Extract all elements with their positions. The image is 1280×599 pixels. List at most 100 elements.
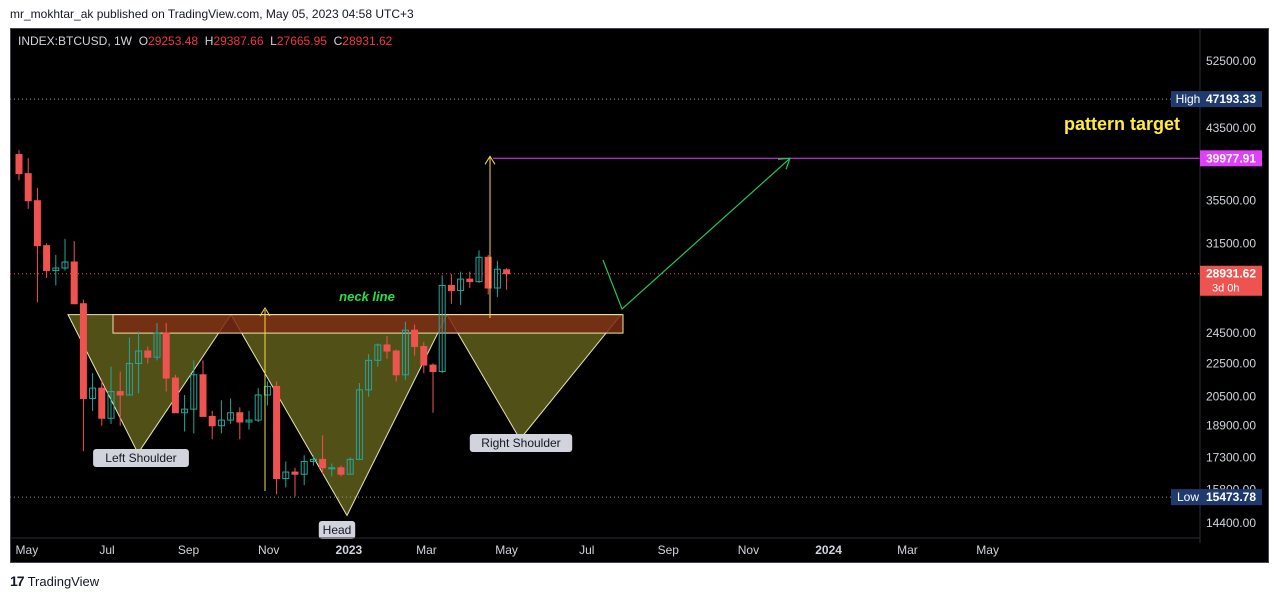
candle-body xyxy=(70,261,78,305)
right-shoulder-label: Right Shoulder xyxy=(481,436,560,450)
candle-body xyxy=(475,256,483,283)
left-measure-arrowhead xyxy=(259,307,271,317)
time-tick-label: Nov xyxy=(258,543,279,557)
time-tick-label: Sep xyxy=(178,543,200,557)
head-label: Head xyxy=(323,523,352,537)
time-tick-label: Mar xyxy=(416,543,437,557)
candle-body xyxy=(107,391,115,419)
candle-body xyxy=(503,269,511,275)
candle-body xyxy=(15,154,23,175)
candle-body xyxy=(392,350,400,376)
low-marker-tag-bg xyxy=(1171,489,1205,506)
candle-body xyxy=(438,284,446,373)
price-tick-label: 35500.00 xyxy=(1206,194,1256,208)
time-tick-label: May xyxy=(976,543,999,557)
chart-panel[interactable] xyxy=(10,28,1269,563)
price-tick-label: 52500.00 xyxy=(1206,54,1256,68)
projection-path xyxy=(602,157,791,311)
legend-low-value: 27665.95 xyxy=(276,34,327,48)
footer-brand[interactable]: TradingView xyxy=(27,573,100,589)
high-marker-value: 47193.33 xyxy=(1206,92,1256,106)
footer: 17 TradingView xyxy=(10,573,99,589)
legend-open-label: O xyxy=(138,34,149,48)
time-tick-label: 2024 xyxy=(815,543,842,557)
candle-body xyxy=(245,419,253,423)
candle-body xyxy=(411,329,419,347)
candle-body xyxy=(466,278,474,283)
legend-high-value: 29387.66 xyxy=(213,34,264,48)
candle-body xyxy=(181,408,189,414)
time-tick-label: Mar xyxy=(897,543,918,557)
candle-body xyxy=(24,173,32,202)
candle-body xyxy=(447,284,455,292)
head-label-bg xyxy=(318,521,356,539)
candles-layer xyxy=(15,150,511,497)
neck-zone xyxy=(112,314,624,334)
candle-body xyxy=(52,267,60,271)
price-tick-label: 31500.00 xyxy=(1206,236,1256,250)
time-axis: May Jul Sep Nov 2023 Mar May Jul Sep Nov 2024 Mar Ma… xyxy=(10,537,1200,557)
high-marker-tag: High xyxy=(1176,92,1201,106)
candle-body xyxy=(227,412,235,421)
price-tick-label: 14400.00 xyxy=(1206,516,1256,530)
tradingview-logo-icon[interactable]: 17 xyxy=(10,573,25,589)
target-marker-value-bg xyxy=(1200,150,1262,167)
candle-body xyxy=(190,374,198,410)
candle-body xyxy=(337,467,345,475)
time-tick-label: 2023 xyxy=(336,543,363,557)
time-tick-label: Jul xyxy=(579,543,594,557)
candle-body xyxy=(273,385,281,480)
candle-body xyxy=(493,268,501,289)
ohlc-legend: INDEX:BTCUSD, 1W O29253.48 H29387.66 L27… xyxy=(18,34,392,48)
candle-body xyxy=(420,345,428,366)
candle-body xyxy=(135,350,143,364)
last-price-marker-value: 28931.62 xyxy=(1206,267,1256,281)
price-tick-label: 18900.00 xyxy=(1206,419,1256,433)
time-tick-label: Nov xyxy=(738,543,759,557)
candle-body xyxy=(98,387,106,419)
candle-body xyxy=(217,419,225,427)
price-tick-label: 24500.00 xyxy=(1206,326,1256,340)
pattern-target-label: pattern target xyxy=(1064,114,1180,134)
low-marker-value-bg xyxy=(1200,489,1262,506)
candle-body xyxy=(374,344,382,361)
price-tick-label: 17300.00 xyxy=(1206,450,1256,464)
annotation-layer: neck line pattern target Left Shoulder Head… xyxy=(93,114,1180,539)
candle-body xyxy=(254,394,262,421)
candlestick-chart[interactable]: neck line pattern target Left Shoulder Head… xyxy=(10,28,1269,563)
left-shoulder-label-bg xyxy=(93,449,189,467)
right-measure-arrowhead xyxy=(484,155,496,165)
candle-body xyxy=(328,467,336,470)
time-tick-label: Jul xyxy=(99,543,114,557)
legend-high-label: H xyxy=(204,34,214,48)
legend-symbol[interactable]: INDEX:BTCUSD, 1W xyxy=(18,34,133,48)
pattern-layer xyxy=(67,314,624,517)
candle-body xyxy=(401,329,409,376)
candle-body xyxy=(89,387,97,399)
high-marker-tag-bg xyxy=(1171,91,1205,108)
high-marker-value-bg xyxy=(1200,91,1262,108)
publisher-line: mr_mokhtar_ak published on TradingView.c… xyxy=(10,7,414,21)
legend-close-label: C xyxy=(333,34,343,48)
candle-body xyxy=(116,391,124,396)
price-tick-label: 20500.00 xyxy=(1206,390,1256,404)
candle-body xyxy=(309,458,317,462)
candle-body xyxy=(291,471,299,475)
candle-body xyxy=(484,256,492,289)
candle-body xyxy=(346,458,354,475)
legend-open-value: 29253.48 xyxy=(148,34,199,48)
candle-body xyxy=(319,458,327,469)
candle-body xyxy=(236,412,244,423)
candle-body xyxy=(365,359,373,391)
target-marker-value: 39977.91 xyxy=(1206,151,1256,165)
candle-body xyxy=(33,200,41,247)
candle-body xyxy=(429,364,437,373)
price-tick-label: 43500.00 xyxy=(1206,121,1256,135)
low-marker-value: 15473.78 xyxy=(1206,490,1256,504)
projection-arrowhead xyxy=(777,157,791,170)
price-axis: 52500.00 43500.00 35500.00 31500.00 24500.00… xyxy=(1171,28,1262,543)
time-tick-label: May xyxy=(16,543,39,557)
time-tick-label: Sep xyxy=(658,543,680,557)
legend-close-value: 28931.62 xyxy=(342,34,393,48)
candle-body xyxy=(153,332,161,358)
